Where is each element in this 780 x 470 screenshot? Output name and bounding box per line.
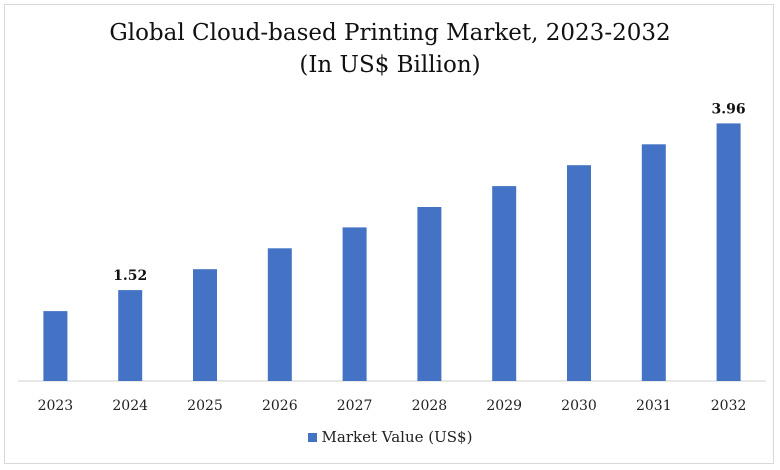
chart-legend: Market Value (US$) xyxy=(0,428,780,446)
x-tick-label-2025: 2025 xyxy=(187,398,223,414)
x-tick-label-2028: 2028 xyxy=(412,398,448,414)
data-label-2024: 1.52 xyxy=(113,268,147,284)
x-tick-label-2024: 2024 xyxy=(112,398,148,414)
legend-swatch xyxy=(307,432,317,442)
bar-2030 xyxy=(567,165,591,381)
x-tick-label-2032: 2032 xyxy=(711,398,747,414)
legend-label: Market Value (US$) xyxy=(321,428,473,446)
x-tick-label-2031: 2031 xyxy=(636,398,672,414)
x-tick-label-2026: 2026 xyxy=(262,398,298,414)
bar-2023 xyxy=(43,311,68,381)
data-label-2032: 3.96 xyxy=(712,101,746,117)
x-tick-label-2023: 2023 xyxy=(38,398,74,414)
bar-2029 xyxy=(492,186,517,381)
bar-2025 xyxy=(193,269,217,381)
bar-2026 xyxy=(267,248,292,381)
x-tick-label-2027: 2027 xyxy=(337,398,373,414)
chart-title: Global Cloud-based Printing Market, 2023… xyxy=(109,20,671,46)
bar-2027 xyxy=(342,227,367,381)
x-tick-label-2029: 2029 xyxy=(486,398,522,414)
bar-2028 xyxy=(417,207,442,381)
chart-subtitle: (In US$ Billion) xyxy=(299,52,481,78)
x-tick-label-2030: 2030 xyxy=(561,398,597,414)
bar-2031 xyxy=(641,144,666,381)
bar-2032 xyxy=(716,123,741,382)
bar-2024 xyxy=(118,290,143,381)
